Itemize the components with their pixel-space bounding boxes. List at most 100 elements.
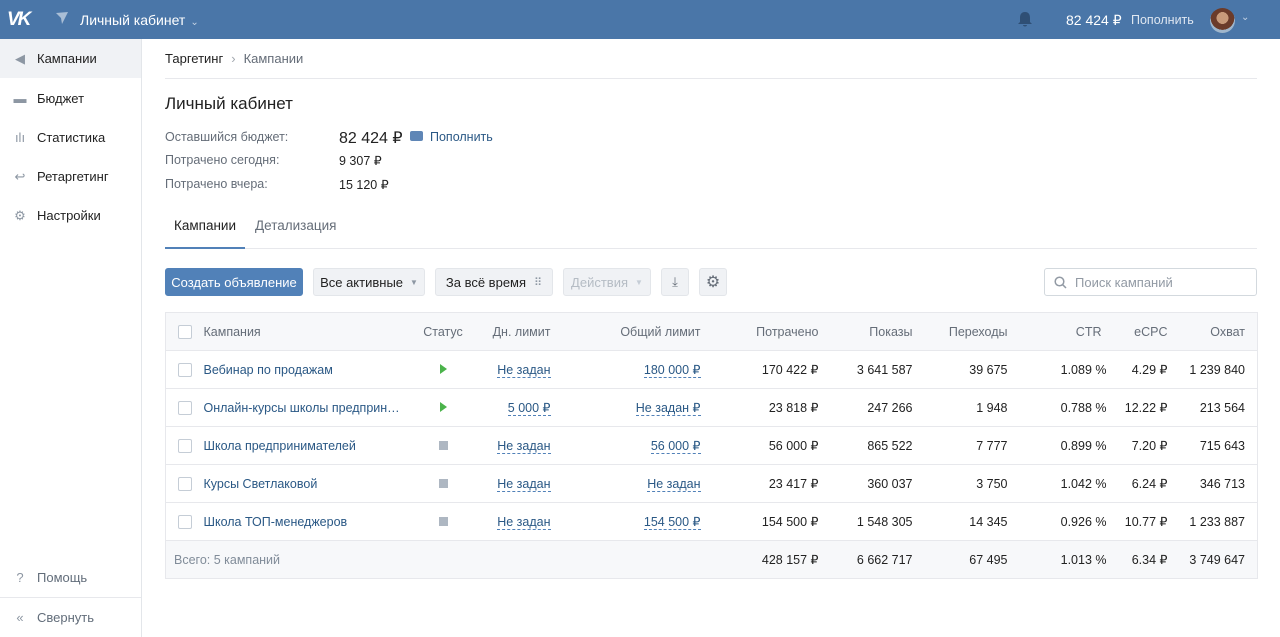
total-label: Всего: 5 кампаний: [165, 540, 711, 579]
sidebar-item-budget[interactable]: ▬ Бюджет: [0, 79, 141, 118]
campaign-name-link[interactable]: Вебинар по продажам: [195, 350, 411, 389]
row-checkbox[interactable]: [165, 350, 196, 389]
row-checkbox[interactable]: [165, 502, 196, 541]
col-ctr[interactable]: CTR: [1018, 312, 1118, 351]
breadcrumb-root[interactable]: Таргетинг: [165, 51, 224, 66]
chevron-down-icon[interactable]: ⌄: [1241, 12, 1250, 23]
actions-dropdown[interactable]: Действия ▼: [563, 268, 651, 296]
period-picker[interactable]: За всё время ⠿: [435, 268, 553, 296]
clicks-cell: 7 777: [923, 426, 1019, 465]
stop-icon: [438, 516, 448, 526]
gear-icon: ⚙: [14, 207, 26, 223]
ecpc-cell: 6.24 ₽: [1117, 464, 1179, 503]
daily-limit-link[interactable]: Не задан: [497, 438, 551, 454]
daily-limit-link[interactable]: Не задан: [497, 362, 551, 378]
sidebar: ◀ Кампании ▬ Бюджет ılı Статистика ↩ Ретарге…: [0, 39, 142, 637]
sidebar-item-settings[interactable]: ⚙ Настройки: [0, 196, 141, 235]
daily-limit-link[interactable]: Не задан: [497, 514, 551, 530]
daily-limit-link[interactable]: Не задан: [497, 476, 551, 492]
status-cell[interactable]: [410, 426, 476, 465]
row-checkbox[interactable]: [165, 426, 196, 465]
spent-cell: 23 818 ₽: [710, 388, 830, 427]
col-status[interactable]: Статус: [410, 312, 476, 351]
budget-label: Оставшийся бюджет:: [165, 130, 289, 144]
topup-link[interactable]: Пополнить: [430, 130, 493, 144]
spent-today-value: 9 307 ₽: [339, 154, 382, 168]
download-button[interactable]: ⤓: [661, 268, 689, 296]
clicks-cell: 1 948: [923, 388, 1019, 427]
col-total-limit[interactable]: Общий лимит: [560, 312, 711, 351]
table-row[interactable]: Школа предпринимателей Не задан 56 000 ₽ 56…: [165, 426, 1258, 465]
col-shows[interactable]: Показы: [829, 312, 924, 351]
reach-cell: 213 564: [1178, 388, 1258, 427]
campaign-search[interactable]: [1044, 268, 1257, 296]
select-all-checkbox[interactable]: [165, 312, 196, 351]
breadcrumb-current: Кампании: [243, 51, 304, 66]
total-limit-link[interactable]: 56 000 ₽: [650, 439, 701, 454]
total-limit-cell: 56 000 ₽: [560, 426, 711, 465]
clicks-cell: 3 750: [923, 464, 1019, 503]
balance: 82 424 ₽: [1066, 12, 1122, 28]
total-limit-cell: 154 500 ₽: [560, 502, 711, 541]
status-cell[interactable]: [410, 350, 476, 389]
clicks-cell: 14 345: [923, 502, 1019, 541]
table-row[interactable]: Онлайн-курсы школы предприн… 5 000 ₽ Не за…: [165, 388, 1258, 427]
sidebar-item-campaigns[interactable]: ◀ Кампании: [0, 39, 141, 78]
status-filter-dropdown[interactable]: Все активные ▼: [313, 268, 425, 296]
sidebar-item-retargeting[interactable]: ↩ Ретаргетинг: [0, 157, 141, 196]
total-limit-link[interactable]: 154 500 ₽: [643, 515, 701, 530]
daily-limit-link[interactable]: 5 000 ₽: [507, 401, 551, 416]
col-daily-limit[interactable]: Дн. лимит: [475, 312, 561, 351]
sidebar-item-help[interactable]: ? Помощь: [0, 558, 141, 597]
reach-cell: 715 643: [1178, 426, 1258, 465]
tab-campaigns[interactable]: Кампании: [165, 218, 246, 249]
create-ad-button[interactable]: Создать объявление: [165, 268, 303, 296]
settings-button[interactable]: ⚙: [699, 268, 727, 296]
spent-cell: 56 000 ₽: [710, 426, 830, 465]
total-ctr: 1.013 %: [1018, 540, 1118, 579]
search-input[interactable]: [1075, 274, 1245, 290]
row-checkbox[interactable]: [165, 388, 196, 427]
campaign-name-link[interactable]: Школа ТОП-менеджеров: [195, 502, 411, 541]
col-reach[interactable]: Охват: [1178, 312, 1258, 351]
campaign-name-link[interactable]: Школа предпринимателей: [195, 426, 411, 465]
avatar[interactable]: [1210, 8, 1235, 33]
table-row[interactable]: Школа ТОП-менеджеров Не задан 154 500 ₽ 154…: [165, 502, 1258, 541]
col-ecpc[interactable]: eCPC: [1117, 312, 1179, 351]
actions-label: Действия: [571, 274, 629, 290]
campaign-name-link[interactable]: Курсы Светлаковой: [195, 464, 411, 503]
help-icon: ?: [16, 569, 24, 585]
table-row[interactable]: Курсы Светлаковой Не задан Не задан 23 417 …: [165, 464, 1258, 503]
vk-logo[interactable]: VK: [7, 9, 31, 30]
tab-details[interactable]: Детализация: [255, 218, 337, 233]
campaign-name-link[interactable]: Онлайн-курсы школы предприн…: [195, 388, 411, 427]
table-row[interactable]: Вебинар по продажам Не задан 180 000 ₽ 170 …: [165, 350, 1258, 389]
total-clicks: 67 495: [923, 540, 1019, 579]
topup-link[interactable]: Пополнить: [1131, 13, 1194, 27]
row-checkbox[interactable]: [165, 464, 196, 503]
account-switcher[interactable]: Личный кабинет ⌄: [80, 12, 199, 28]
col-campaign[interactable]: Кампания: [195, 312, 411, 351]
ctr-cell: 0.788 %: [1018, 388, 1118, 427]
spent-cell: 23 417 ₽: [710, 464, 830, 503]
total-limit-cell: 180 000 ₽: [560, 350, 711, 389]
status-cell[interactable]: [410, 388, 476, 427]
status-cell[interactable]: [410, 502, 476, 541]
bell-icon[interactable]: [1017, 11, 1033, 28]
col-clicks[interactable]: Переходы: [923, 312, 1019, 351]
total-limit-link[interactable]: Не задан: [647, 476, 701, 492]
ecpc-cell: 12.22 ₽: [1117, 388, 1179, 427]
ctr-cell: 0.899 %: [1018, 426, 1118, 465]
sidebar-item-statistics[interactable]: ılı Статистика: [0, 118, 141, 157]
total-limit-link[interactable]: 180 000 ₽: [643, 363, 701, 378]
shows-cell: 1 548 305: [829, 502, 924, 541]
gear-icon: ⚙: [705, 274, 721, 291]
sidebar-collapse[interactable]: « Свернуть: [0, 598, 141, 637]
col-spent[interactable]: Потрачено: [710, 312, 830, 351]
wallet-icon: [410, 131, 423, 141]
total-limit-link[interactable]: Не задан ₽: [635, 401, 701, 416]
status-cell[interactable]: [410, 464, 476, 503]
total-limit-cell: Не задан ₽: [560, 388, 711, 427]
caret-down-icon: ▼: [410, 277, 418, 287]
table-footer-totals: Всего: 5 кампаний 428 157 ₽ 6 662 717 67…: [165, 540, 1258, 579]
